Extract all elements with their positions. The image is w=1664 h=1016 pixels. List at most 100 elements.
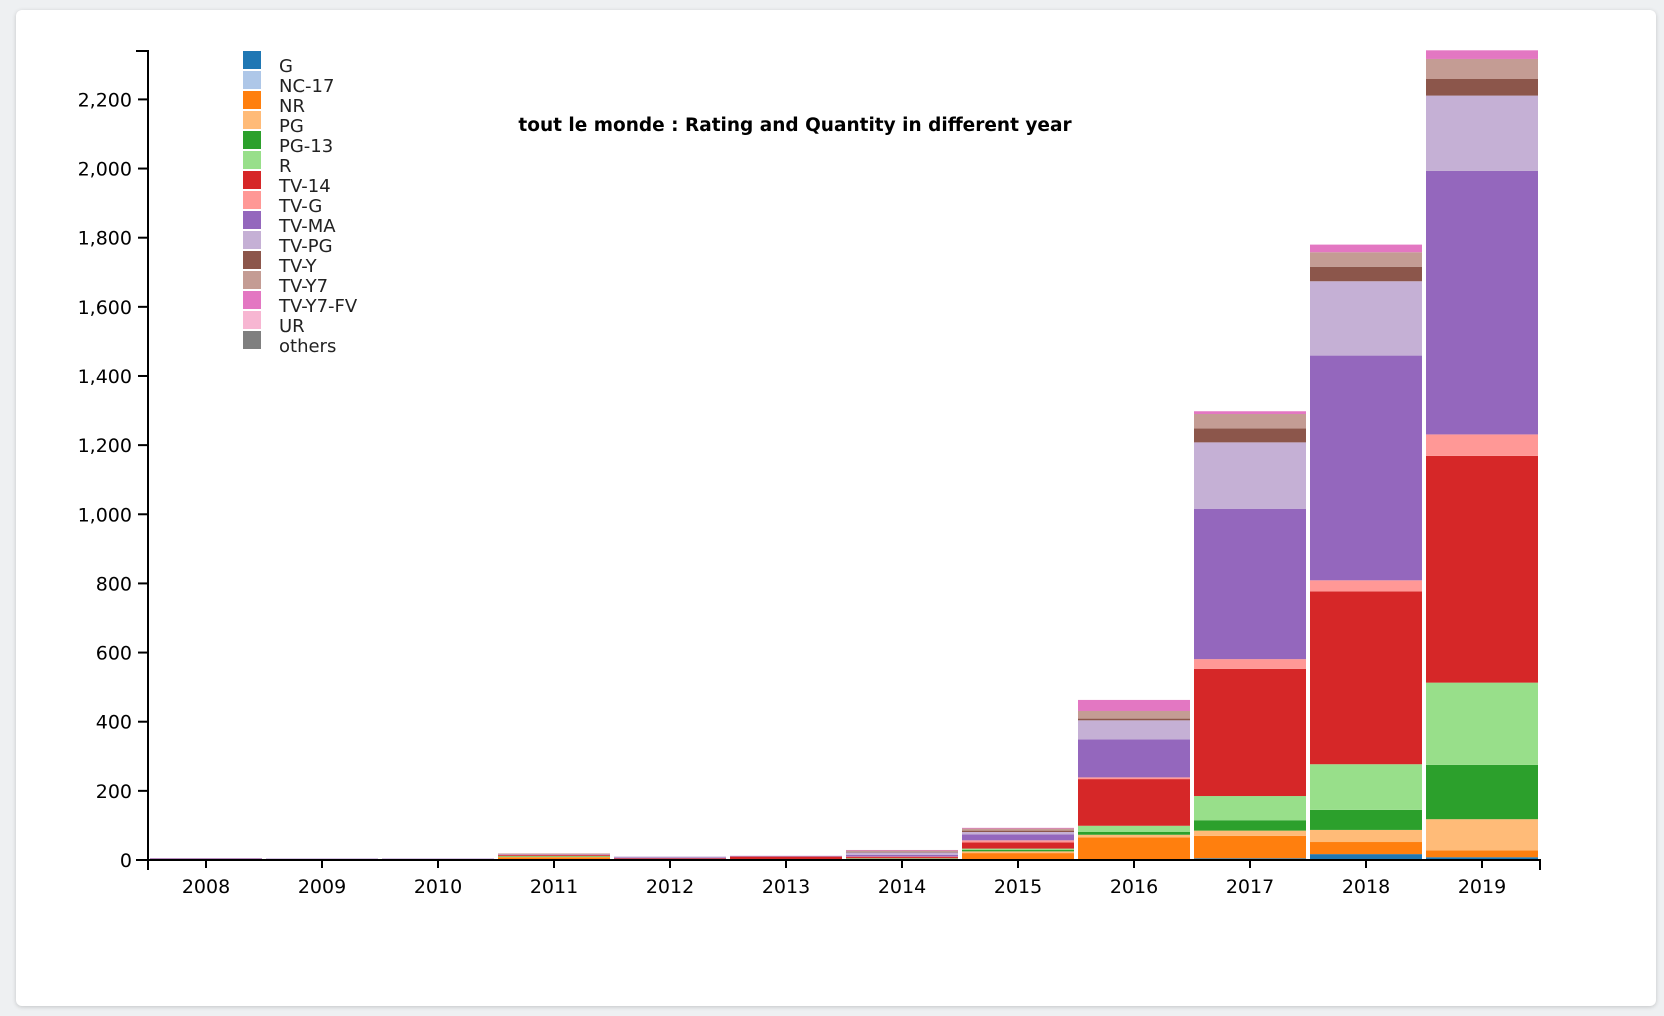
bar-2015-pg-13 [962,849,1074,852]
bar-2011-tv-ma [498,854,610,855]
legend-label-tv-ma: TV-MA [278,216,336,237]
x-tick-label: 2012 [646,876,694,898]
x-axis: 2008 2009 2010 2011 2012 2013 2014 2015 2016 2017… [147,859,1541,898]
legend-label-tv-14: TV-14 [278,176,331,197]
x-tick-label: 2009 [298,876,346,898]
bar-2018-tv-pg [1310,281,1422,356]
legend-swatch-tv-y7-fv [243,291,261,309]
bar-2019-tv-pg [1426,95,1538,171]
x-tick-label: 2018 [1342,876,1390,898]
bar-2017-pg-13 [1194,820,1306,831]
bar-2018-tv-y7 [1310,252,1422,267]
bar-2018-tv-14 [1310,591,1422,765]
bar-2018-pg [1310,829,1422,843]
bar-2014-pg-13 [846,858,958,860]
bar-2017-nr [1194,835,1306,859]
bar-2018-tv-ma [1310,355,1422,581]
bar-2011-tv-y7 [498,853,610,855]
legend-label-g: G [279,56,293,77]
bar-2011-nr [498,857,610,860]
y-tick-label: 1,000 [78,504,132,526]
bar-2009-tv-ma [266,858,378,860]
y-tick-label: 2,200 [78,89,132,111]
x-tick-label: 2008 [182,876,230,898]
bar-2011-tv-g [498,854,610,856]
x-tick-label: 2010 [414,876,462,898]
bar-2015-tv-ma [962,834,1074,841]
bar-2016-tv-ma [1078,739,1190,778]
bar-2011-tv-14 [498,854,610,856]
bar-2013-tv-ma [730,855,842,857]
bar-2012-tv-pg [614,856,726,858]
legend-label-tv-y: TV-Y [278,256,318,277]
bar-2017-r [1194,796,1306,821]
bar-2018-g [1310,854,1422,860]
bar-2016-tv-y7-fv [1078,699,1190,711]
legend-label-pg-13: PG-13 [279,136,333,157]
chart-title: tout le monde : Rating and Quantity in d… [518,115,1072,136]
bar-2015-tv-y [962,830,1074,832]
bar-2019-pg [1426,819,1538,851]
bar-2012-tv-14 [614,858,726,860]
bar-2016-tv-pg [1078,720,1190,740]
bar-2010-tv-ma [382,858,494,860]
bar-2008-tv-ma [150,858,262,859]
bar-2015-tv-14 [962,842,1074,849]
bar-2018-tv-y7-fv [1310,244,1422,253]
bar-2011-r [498,855,610,857]
y-tick-label: 1,400 [78,366,132,388]
bar-2016-tv-y [1078,718,1190,721]
bar-2019-tv-y [1426,79,1538,96]
bar-2016-tv-y7 [1078,710,1190,719]
legend-swatch-tv-14 [243,171,261,189]
bar-2018-nr [1310,842,1422,855]
legend-label-pg: PG [279,116,304,137]
bar-2015-tv-y7-fv [962,827,1074,829]
bar-2008-tv-14 [150,858,262,860]
x-tick-label: 2017 [1226,876,1274,898]
bar-2019-tv-ma [1426,170,1538,435]
bar-2016-nr [1078,837,1190,860]
bar-2017-tv-14 [1194,668,1306,797]
bars-layer [150,50,1538,860]
legend-swatch-tv-y [243,251,261,269]
bar-2012-tv-ma [614,857,726,859]
legend-label-others: others [279,336,336,357]
y-tick-label: 800 [96,573,132,595]
bar-2014-tv-g [846,856,958,858]
legend-swatch-g [243,51,261,69]
legend-label-tv-y7-fv: TV-Y7-FV [278,296,358,317]
legend-swatch-pg [243,111,261,129]
legend-label-tv-y7: TV-Y7 [278,276,328,297]
y-tick-label: 600 [96,643,132,665]
bar-2019-g [1426,857,1538,860]
y-tick-label: 0 [120,850,132,872]
bar-2014-tv-ma [846,854,958,857]
y-tick-label: 1,200 [78,435,132,457]
bar-2016-pg-13 [1078,831,1190,835]
bar-2014-tv-y [846,851,958,853]
bar-2014-tv-14 [846,856,958,859]
bar-2016-pg [1078,834,1190,838]
bar-2014-tv-y7 [846,850,958,852]
legend: GNC-17NRPGPG-13RTV-14TV-GTV-MATV-PGTV-YT… [243,51,358,357]
bar-2014-r [846,858,958,859]
bar-2017-tv-pg [1194,442,1306,509]
bar-2015-tv-g [962,840,1074,843]
y-tick-label: 400 [96,712,132,734]
bar-2011-pg [498,856,610,858]
y-axis: 0 200 400 600 800 1,000 1,200 1,400 1,600 1,800 2,… [78,50,149,872]
y-axis-line [136,50,149,861]
bar-2014-tv-pg [846,852,958,855]
legend-label-r: R [279,156,292,177]
bar-2019-tv-y7 [1426,58,1538,80]
bar-2016-r [1078,825,1190,832]
y-tick-label: 1,600 [78,297,132,319]
legend-label-tv-g: TV-G [278,196,322,217]
bar-2017-pg [1194,830,1306,836]
legend-swatch-tv-g [243,191,261,209]
bar-2013-tv-g [730,856,842,857]
bar-2019-tv-g [1426,434,1538,456]
bar-2011-tv-pg [498,853,610,855]
